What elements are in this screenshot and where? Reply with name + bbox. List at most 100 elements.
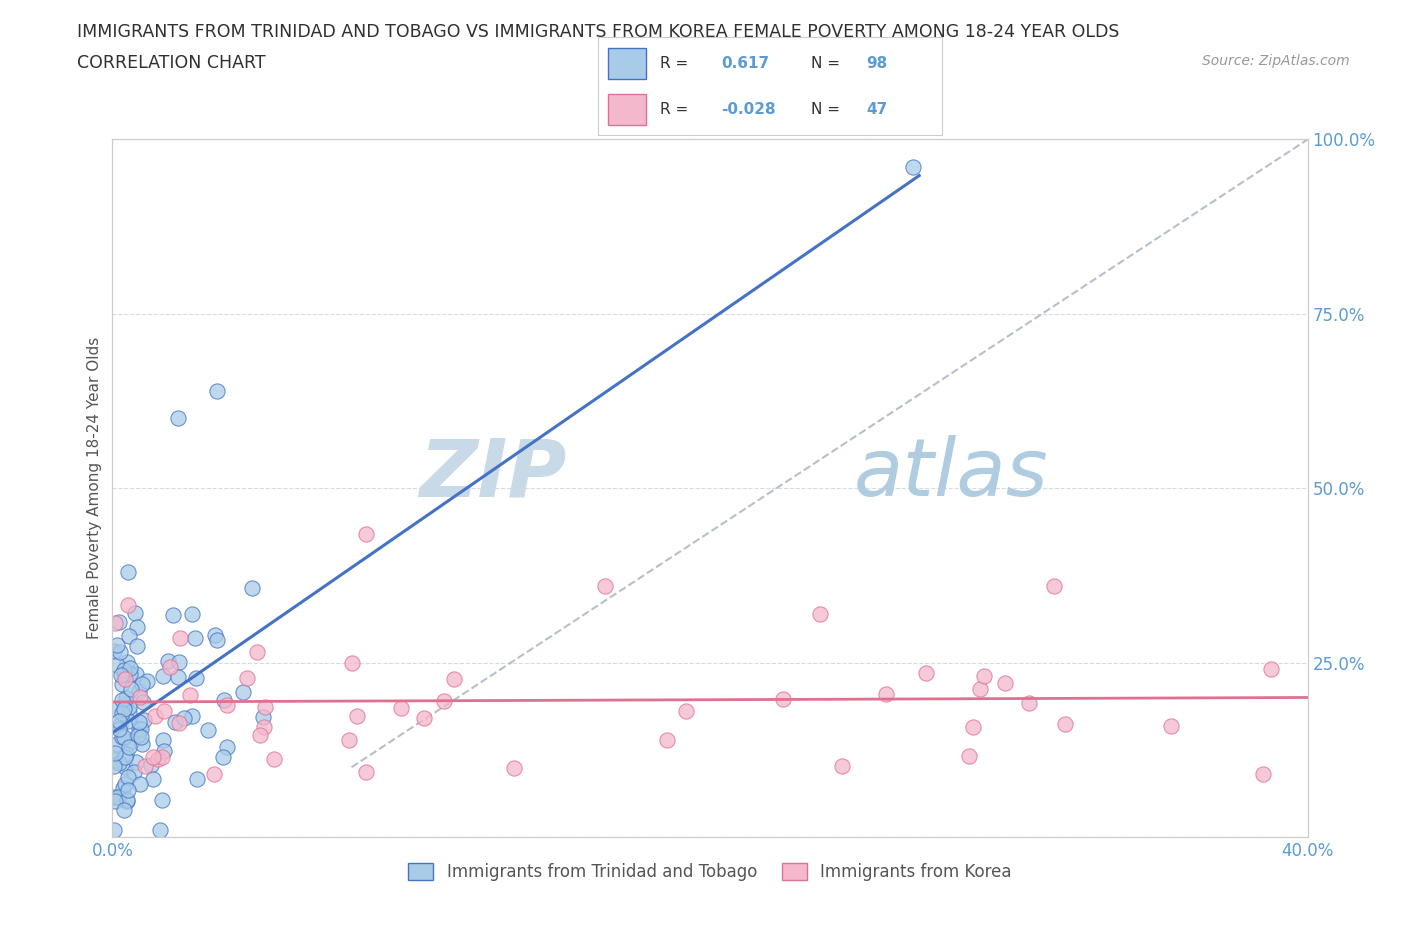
Text: IMMIGRANTS FROM TRINIDAD AND TOBAGO VS IMMIGRANTS FROM KOREA FEMALE POVERTY AMON: IMMIGRANTS FROM TRINIDAD AND TOBAGO VS I… — [77, 23, 1119, 41]
Point — [118, 629, 141, 644]
Point — [125, 639, 148, 654]
Point — [962, 720, 984, 735]
Point — [128, 714, 150, 729]
Point — [1260, 662, 1282, 677]
Point — [121, 733, 143, 748]
Point — [142, 772, 165, 787]
Point — [217, 739, 239, 754]
Point — [356, 526, 378, 541]
FancyBboxPatch shape — [607, 94, 645, 126]
Point — [231, 684, 253, 699]
Point — [108, 614, 131, 629]
Point — [117, 598, 139, 613]
Point — [389, 700, 412, 715]
Point — [148, 751, 170, 766]
Point — [103, 752, 125, 767]
Point — [157, 654, 180, 669]
Point — [253, 699, 276, 714]
Point — [186, 671, 208, 685]
Point — [205, 383, 228, 398]
Point — [118, 700, 141, 715]
Point — [111, 692, 134, 707]
Point — [114, 777, 136, 791]
Point — [117, 565, 139, 579]
Point — [118, 704, 141, 719]
Point — [184, 631, 207, 645]
Point — [211, 750, 233, 764]
Point — [808, 606, 831, 621]
Point — [957, 748, 980, 763]
Point — [132, 695, 155, 710]
Point — [903, 160, 925, 175]
Point — [253, 719, 276, 734]
Point — [197, 723, 219, 737]
Point — [127, 619, 149, 634]
Point — [772, 691, 794, 706]
Point — [117, 783, 139, 798]
Point — [114, 697, 136, 711]
Point — [413, 711, 436, 726]
Point — [152, 704, 174, 719]
Point — [120, 660, 142, 675]
Point — [114, 747, 136, 762]
Point — [112, 729, 135, 744]
Point — [181, 709, 204, 724]
Point — [969, 682, 991, 697]
Y-axis label: Female Poverty Among 18-24 Year Olds: Female Poverty Among 18-24 Year Olds — [87, 338, 103, 640]
Point — [103, 823, 125, 838]
Point — [134, 713, 156, 728]
Point — [125, 667, 148, 682]
Point — [173, 711, 195, 725]
Point — [354, 764, 377, 779]
Point — [114, 803, 136, 817]
Point — [443, 671, 465, 686]
Point — [107, 721, 129, 736]
Point — [120, 666, 142, 681]
Text: CORRELATION CHART: CORRELATION CHART — [77, 54, 266, 72]
Point — [973, 669, 995, 684]
Point — [107, 658, 129, 672]
Point — [103, 793, 125, 808]
Text: N =: N = — [811, 102, 841, 117]
Point — [167, 670, 190, 684]
Point — [112, 667, 135, 682]
Point — [108, 717, 131, 732]
Point — [131, 676, 153, 691]
Text: N =: N = — [811, 56, 841, 71]
Point — [115, 793, 138, 808]
Point — [252, 710, 274, 724]
Point — [120, 682, 142, 697]
Text: Source: ZipAtlas.com: Source: ZipAtlas.com — [1202, 54, 1350, 68]
Point — [112, 701, 135, 716]
Point — [110, 730, 132, 745]
FancyBboxPatch shape — [607, 48, 645, 79]
Point — [114, 750, 136, 764]
Point — [128, 722, 150, 737]
Point — [875, 686, 897, 701]
Point — [1160, 719, 1182, 734]
Point — [124, 755, 146, 770]
Point — [105, 637, 128, 652]
Point — [915, 666, 938, 681]
Point — [180, 606, 202, 621]
Point — [114, 759, 136, 774]
Point — [337, 733, 360, 748]
Point — [135, 673, 157, 688]
Point — [115, 690, 138, 705]
Point — [103, 790, 125, 804]
Point — [142, 750, 165, 764]
Point — [104, 616, 127, 631]
Point — [115, 794, 138, 809]
Point — [159, 660, 181, 675]
Point — [108, 713, 131, 728]
Point — [129, 777, 152, 791]
Point — [115, 655, 138, 670]
Point — [212, 693, 235, 708]
Point — [433, 694, 456, 709]
Point — [655, 733, 678, 748]
Point — [124, 605, 146, 620]
Point — [340, 656, 363, 671]
Point — [103, 758, 125, 773]
Point — [128, 684, 150, 698]
Point — [595, 578, 617, 593]
